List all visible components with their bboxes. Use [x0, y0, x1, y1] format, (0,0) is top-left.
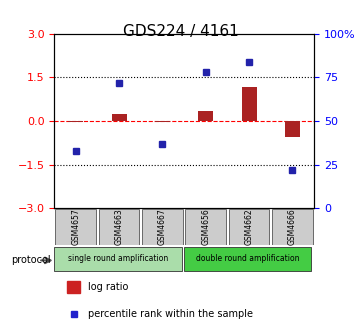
- Text: percentile rank within the sample: percentile rank within the sample: [88, 309, 253, 320]
- Text: GSM4663: GSM4663: [115, 208, 123, 245]
- FancyBboxPatch shape: [54, 247, 182, 271]
- FancyBboxPatch shape: [186, 209, 226, 245]
- Text: GSM4667: GSM4667: [158, 208, 167, 245]
- FancyBboxPatch shape: [229, 209, 269, 245]
- Bar: [198, 111, 213, 121]
- Text: double round amplification: double round amplification: [196, 254, 300, 263]
- FancyBboxPatch shape: [56, 209, 96, 245]
- Text: protocol: protocol: [11, 255, 51, 265]
- Text: log ratio: log ratio: [88, 282, 128, 292]
- FancyBboxPatch shape: [99, 209, 139, 245]
- FancyBboxPatch shape: [272, 209, 313, 245]
- Text: GSM4656: GSM4656: [201, 208, 210, 245]
- Text: GSM4657: GSM4657: [71, 208, 80, 245]
- Text: GSM4662: GSM4662: [245, 208, 253, 245]
- FancyBboxPatch shape: [184, 247, 312, 271]
- Text: GSM4666: GSM4666: [288, 208, 297, 245]
- Text: single round amplification: single round amplification: [68, 254, 168, 263]
- FancyBboxPatch shape: [142, 209, 183, 245]
- Text: GDS224 / 4161: GDS224 / 4161: [123, 24, 238, 39]
- Bar: [67, 281, 80, 293]
- Bar: [112, 114, 127, 121]
- Bar: [242, 87, 257, 121]
- Bar: [285, 121, 300, 137]
- Bar: [155, 121, 170, 122]
- Bar: [68, 121, 83, 122]
